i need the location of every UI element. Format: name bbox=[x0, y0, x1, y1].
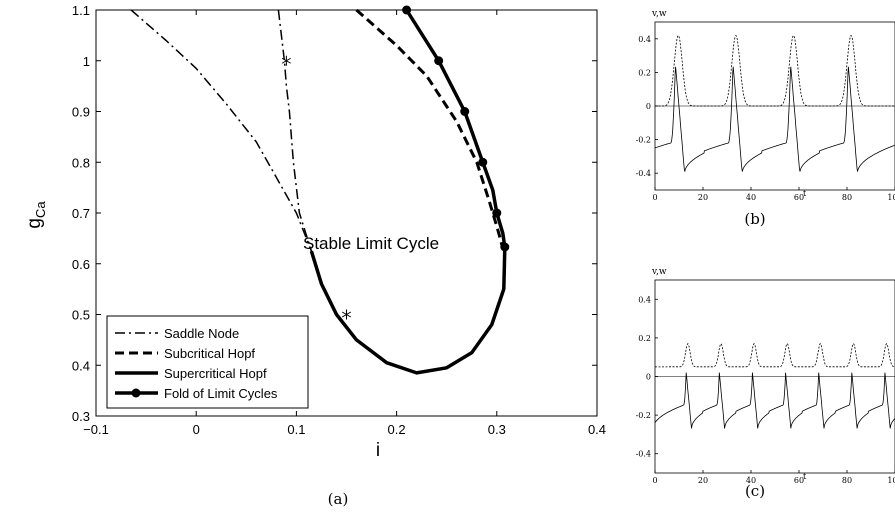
y-tick-label: 0.9 bbox=[72, 105, 90, 120]
panel-a-legend: Saddle Node Subcritical Hopf Supercritical… bbox=[106, 315, 309, 409]
fold-marker bbox=[500, 242, 510, 252]
y-tick-label: -0.4 bbox=[636, 169, 651, 178]
panel-caption: (c) bbox=[745, 482, 765, 500]
star-stroke bbox=[281, 57, 291, 64]
w-trace bbox=[655, 35, 895, 107]
panel-a-chart: −0.1 0 0.1 0.2 0.3 0.4 0.3 0.4 0.5 0.6 0.7 0.8 0.9 1 1… bbox=[24, 3, 606, 508]
x-tick-label: 0.3 bbox=[488, 422, 506, 437]
x-tick-label: 0.2 bbox=[388, 422, 406, 437]
x-tick-label: 40 bbox=[746, 193, 756, 202]
x-tick-label: 0.1 bbox=[287, 422, 305, 437]
fold-marker bbox=[460, 107, 470, 116]
x-tick-label: 0 bbox=[652, 193, 657, 202]
x-tick-label: 0 bbox=[193, 422, 200, 437]
stable-limit-cycle-annotation: Stable Limit Cycle bbox=[303, 234, 439, 253]
y-tick-label: 0 bbox=[646, 373, 651, 382]
legend-label: Supercritical Hopf bbox=[164, 366, 267, 381]
fold-marker bbox=[402, 5, 412, 15]
star-marker bbox=[341, 309, 352, 320]
x-tick-label: 40 bbox=[746, 476, 756, 485]
legend-marker bbox=[131, 388, 141, 398]
y-tick-label: 0.5 bbox=[72, 308, 90, 323]
x-tick-label: −0.1 bbox=[83, 422, 109, 437]
y-tick-label: 0.4 bbox=[638, 35, 651, 44]
v-trace bbox=[654, 66, 895, 172]
x-axis-label: t bbox=[803, 189, 807, 198]
y-tick-label: -0.2 bbox=[636, 411, 651, 420]
y-tick-label: -0.4 bbox=[636, 450, 651, 459]
x-tick-label: 80 bbox=[842, 193, 852, 202]
y-tick-label: 0.6 bbox=[72, 257, 90, 272]
x-tick-label: 60 bbox=[794, 476, 804, 485]
panel-a-x-label: i bbox=[376, 440, 380, 461]
x-tick-label: 0 bbox=[652, 476, 657, 485]
legend-label: Fold of Limit Cycles bbox=[164, 386, 278, 401]
y-tick-label: 0.7 bbox=[72, 206, 90, 221]
x-axis-label: t bbox=[803, 472, 807, 481]
x-tick-label: 20 bbox=[698, 193, 708, 202]
y-tick-label: 0.8 bbox=[72, 155, 90, 170]
fold-marker bbox=[478, 157, 488, 167]
x-tick-label: 100 bbox=[887, 193, 895, 202]
y-tick-label: 0.2 bbox=[638, 334, 651, 343]
panel-a-y-label: gCa bbox=[24, 201, 48, 229]
x-tick-label: 0.4 bbox=[588, 422, 606, 437]
y-tick-label: 0.2 bbox=[638, 68, 651, 77]
panel-b-chart: v,w 0 20 40 60 80 100 -0.4 -0.2 0 0.2 0.4 t (b) bbox=[636, 9, 895, 228]
legend-label: Saddle Node bbox=[164, 326, 239, 341]
y-tick-label: 0.4 bbox=[72, 358, 90, 373]
fold-marker bbox=[492, 208, 502, 218]
panel-c-chart: v,w 0 20 40 60 80 100 -0.4 -0.2 0 0.2 0.4 t (c) bbox=[636, 267, 895, 500]
y-tick-label: 0 bbox=[646, 102, 651, 111]
panel-title: v,w bbox=[651, 9, 667, 19]
series-line-supercritical-hopf bbox=[309, 248, 507, 375]
fold-marker bbox=[434, 56, 444, 66]
y-tick-label: 0.3 bbox=[72, 409, 90, 424]
x-tick-label: 60 bbox=[794, 193, 804, 202]
y-tick-label: -0.2 bbox=[636, 136, 651, 145]
y-tick-label: 1 bbox=[83, 54, 90, 69]
star-stroke bbox=[341, 311, 352, 318]
x-tick-label: 80 bbox=[842, 476, 852, 485]
series-line-saddle-node bbox=[277, 9, 313, 252]
panel-a-caption: (a) bbox=[328, 490, 349, 508]
legend-label: Subcritical Hopf bbox=[164, 346, 255, 361]
panel-a-series bbox=[130, 5, 510, 375]
x-tick-label: 20 bbox=[698, 476, 708, 485]
panel-caption: (b) bbox=[744, 210, 765, 228]
v-trace bbox=[654, 372, 895, 429]
series-line-fold-of-limit-cycles bbox=[405, 9, 507, 248]
x-tick-label: 100 bbox=[887, 476, 895, 485]
y-tick-label: 0.4 bbox=[638, 295, 651, 304]
panel-title: v,w bbox=[651, 267, 667, 277]
series-line-subcritical-hopf bbox=[355, 8, 505, 249]
panel-a-y-label-main: gCa bbox=[24, 201, 48, 229]
panel-a-ticks: −0.1 0 0.1 0.2 0.3 0.4 0.3 0.4 0.5 0.6 0.7 0.8 0.9 1 1… bbox=[72, 3, 606, 437]
star-marker bbox=[281, 55, 291, 66]
w-trace bbox=[655, 343, 895, 368]
y-tick-label: 1.1 bbox=[72, 3, 90, 18]
